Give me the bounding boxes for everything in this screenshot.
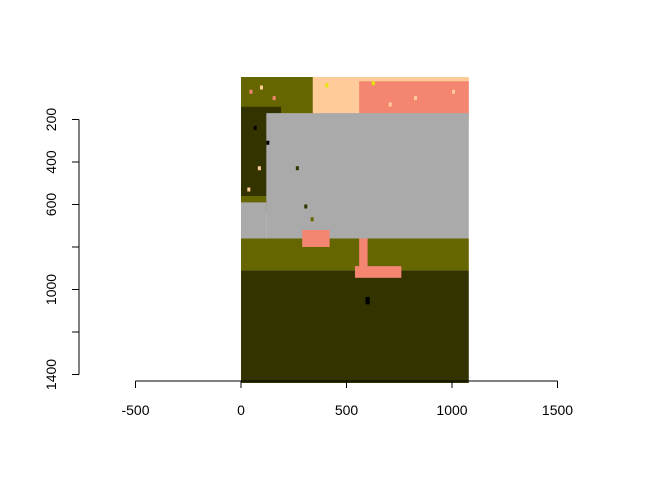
image-region-water: [241, 270, 469, 383]
x-tick-label: 1500: [542, 402, 573, 418]
image-speck: [266, 140, 270, 145]
y-tick-label: 400: [43, 150, 59, 174]
raster-image: [241, 77, 469, 383]
image-speck: [259, 85, 263, 90]
image-speck: [304, 204, 308, 209]
x-axis-ticks: -500 0 500 1000 1500: [121, 381, 573, 418]
y-tick-label: 1000: [43, 274, 59, 305]
image-region-gray-pavement-left: [241, 202, 267, 239]
image-region-bird-reflection: [365, 296, 370, 305]
y-tick-label: 600: [43, 193, 59, 217]
x-tick-label: 0: [237, 402, 245, 418]
image-region-grass-bank: [241, 238, 469, 271]
x-tick-label: 500: [335, 402, 359, 418]
y-axis-ticks: 200 400 600 1000 1400: [43, 108, 79, 390]
image-speck: [414, 96, 418, 101]
image-region-gray-pavement: [266, 113, 469, 239]
image-region-flamingo-left-body: [302, 230, 330, 247]
image-speck: [437, 108, 441, 113]
image-speck: [249, 89, 253, 94]
y-tick-label: 200: [43, 108, 59, 132]
image-region-flamingo-right-neck: [359, 238, 368, 269]
image-speck: [287, 87, 291, 92]
image-speck: [388, 102, 392, 107]
image-speck: [325, 83, 329, 88]
y-tick-label: 1400: [43, 359, 59, 390]
image-speck: [371, 81, 375, 86]
image-speck: [253, 125, 257, 130]
image-speck: [310, 217, 314, 222]
image-speck: [272, 96, 276, 101]
x-tick-label: -500: [121, 402, 149, 418]
image-speck: [247, 187, 251, 192]
image-speck: [257, 166, 261, 171]
image-speck: [452, 89, 455, 94]
image-speck: [295, 166, 299, 171]
image-region-flamingo-right-body: [354, 266, 402, 278]
x-tick-label: 1000: [436, 402, 467, 418]
